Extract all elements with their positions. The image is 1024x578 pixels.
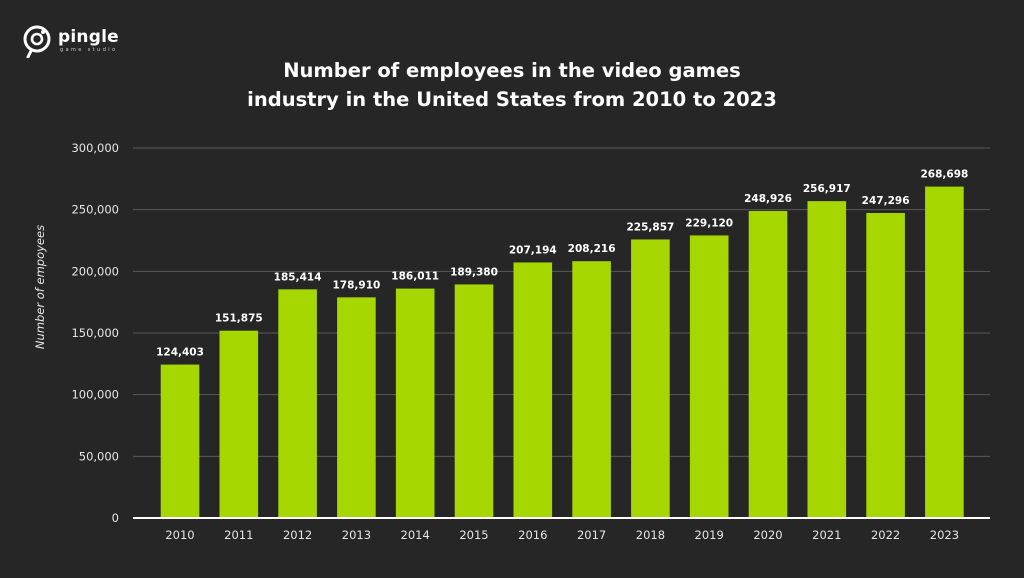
data-label: 178,910	[332, 279, 380, 291]
chart-title-line-1: Number of employees in the video games	[283, 59, 741, 82]
bar	[807, 201, 847, 519]
data-label: 186,011	[391, 271, 439, 283]
x-tick-label: 2011	[224, 528, 253, 542]
x-tick-label: 2014	[401, 528, 430, 542]
bar	[748, 210, 788, 518]
x-tick-label: 2016	[518, 528, 547, 542]
bar	[219, 330, 259, 518]
brand-tagline: game studio	[60, 47, 118, 53]
data-label: 229,120	[685, 217, 733, 229]
x-tick-label: 2015	[459, 528, 488, 542]
y-tick-label: 200,000	[71, 264, 119, 278]
y-tick-label: 300,000	[71, 141, 119, 155]
data-label: 189,380	[450, 266, 498, 278]
x-tick-label: 2021	[812, 528, 841, 542]
bar	[278, 289, 317, 518]
x-tick-label: 2010	[165, 528, 194, 542]
bar	[395, 288, 435, 518]
data-label: 256,917	[803, 183, 851, 195]
y-axis-label: Number of empoyees	[33, 225, 47, 349]
pingle-logo-icon	[23, 25, 51, 58]
bar	[631, 239, 670, 518]
x-tick-label: 2017	[577, 528, 606, 542]
x-tick-label: 2020	[753, 528, 782, 542]
bar	[689, 235, 729, 518]
data-label: 151,875	[215, 313, 263, 325]
y-tick-label: 150,000	[71, 326, 119, 340]
bar	[866, 213, 905, 519]
x-tick-label: 2019	[695, 528, 724, 542]
x-tick-label: 2018	[636, 528, 665, 542]
bar	[513, 262, 553, 518]
data-label: 185,414	[274, 271, 322, 283]
y-tick-label: 50,000	[79, 449, 119, 463]
data-label: 207,194	[509, 244, 557, 256]
data-label: 268,698	[920, 169, 968, 181]
data-label: 208,216	[568, 243, 616, 255]
bar	[337, 297, 376, 518]
data-label: 248,926	[744, 193, 792, 205]
brand-name: pingle	[58, 27, 119, 47]
y-tick-label: 250,000	[71, 203, 119, 217]
x-tick-label: 2022	[871, 528, 900, 542]
x-tick-label: 2012	[283, 528, 312, 542]
data-label: 225,857	[626, 221, 674, 233]
bar	[160, 364, 200, 518]
data-label: 124,403	[156, 347, 204, 359]
x-tick-label: 2013	[342, 528, 371, 542]
bar	[925, 186, 964, 518]
chart-title-line-2: industry in the United States from 2010 …	[247, 88, 777, 111]
y-tick-label: 0	[112, 511, 119, 525]
data-label: 247,296	[862, 195, 910, 207]
bar	[454, 284, 494, 518]
y-tick-label: 100,000	[71, 388, 119, 402]
x-tick-label: 2023	[930, 528, 959, 542]
bar	[572, 261, 611, 518]
chart-title: Number of employees in the video games i…	[0, 56, 1024, 114]
brand-logo: pingle game studio	[22, 24, 119, 58]
